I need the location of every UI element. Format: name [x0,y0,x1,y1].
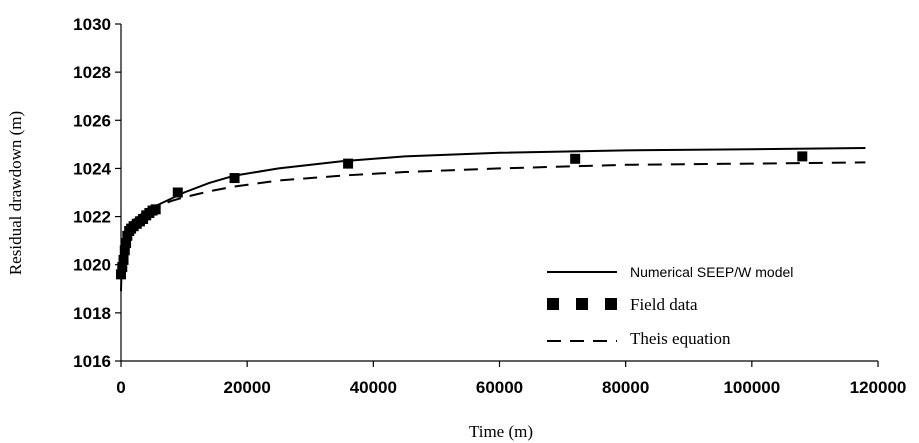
x-axis-ticks: 0 20000 40000 60000 80000 100000 120000 [116,361,906,397]
field-data-point [229,173,240,184]
x-tick-label: 80000 [602,378,649,397]
y-tick-label: 1022 [73,208,111,227]
field-data-point [172,187,183,198]
y-tick-label: 1024 [73,159,111,178]
x-tick-label: 100000 [723,378,780,397]
field-data-point [116,269,126,280]
x-tick-label: 120000 [850,378,907,397]
plot-area [116,147,866,292]
y-axis-title: Residual drawdown (m) [6,111,25,275]
legend: Numerical SEEP/W model Field data Theis … [547,264,793,348]
x-tick-label: 0 [116,378,125,397]
field-data-point [150,204,161,215]
y-tick-label: 1018 [73,304,111,323]
legend-symbol-field-data [547,298,617,310]
legend-label-numerical-model: Numerical SEEP/W model [630,264,793,280]
field-data-point [797,151,808,162]
y-tick-label: 1016 [73,352,111,371]
field-data-point [119,245,130,256]
field-data-point [343,158,354,169]
y-tick-label: 1020 [73,256,111,275]
series-field-data [116,151,808,280]
y-tick-label: 1028 [73,63,111,82]
x-axis-title: Time (m) [469,422,533,441]
x-tick-label: 40000 [350,378,397,397]
field-data-point [118,254,129,265]
legend-label-field-data: Field data [630,295,698,314]
field-data-point [121,238,132,249]
y-tick-label: 1026 [73,111,111,130]
y-axis-ticks: 1016 1018 1020 1022 1024 1026 1028 1030 [73,15,121,371]
series-line-theis-equation [121,161,866,249]
legend-label-theis-equation: Theis equation [630,329,731,348]
x-tick-label: 60000 [476,378,523,397]
y-tick-label: 1030 [73,15,111,34]
field-data-point [570,153,581,164]
x-tick-label: 20000 [224,378,271,397]
field-data-point [117,262,128,273]
axes: 1016 1018 1020 1022 1024 1026 1028 1030 0 20000 4… [73,15,906,397]
